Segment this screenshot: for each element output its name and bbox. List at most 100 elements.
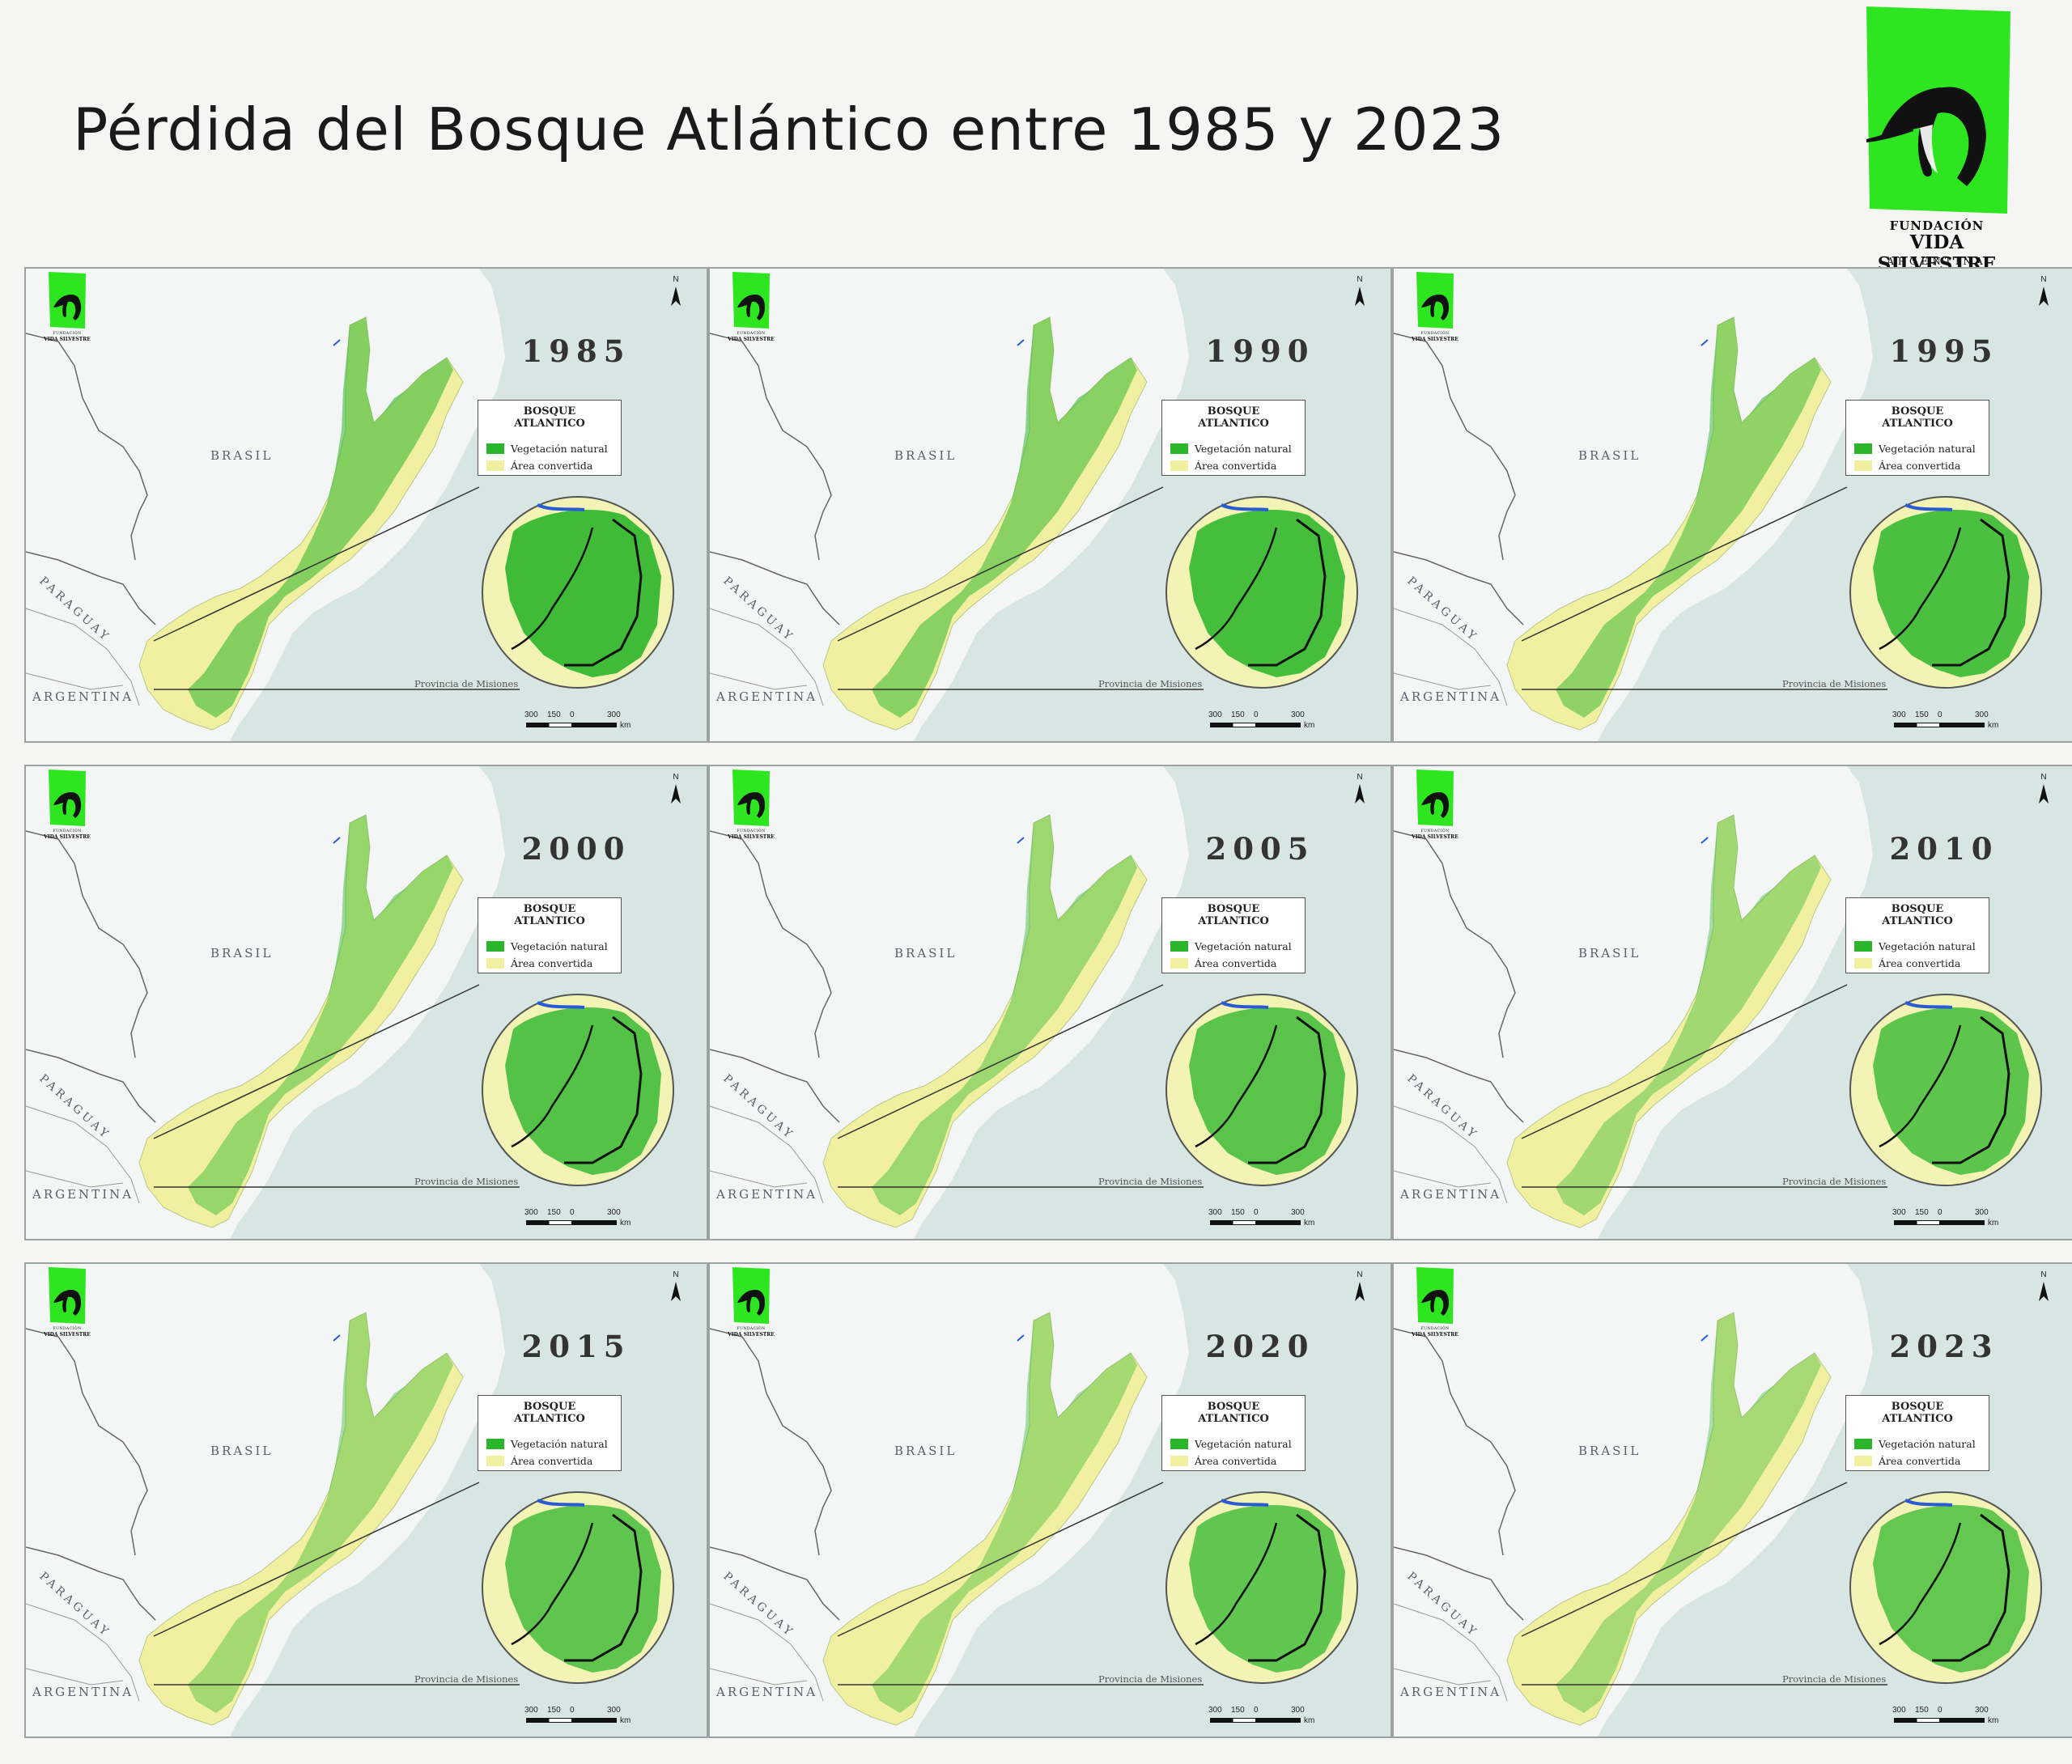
north-arrow-icon: N <box>1355 773 1365 804</box>
legend-row-natural: Vegetación natural <box>486 443 608 455</box>
label-argentina: ARGENTINA <box>32 1685 134 1699</box>
scale-value-4: 300 <box>1291 710 1305 719</box>
panel-logo-line-2: VIDA SILVESTRE <box>728 834 775 840</box>
scale-value-4: 300 <box>1975 710 1989 719</box>
scale-value-3: 0 <box>1938 1706 1942 1715</box>
scale-value-3: 0 <box>570 1208 575 1217</box>
panel-logo-line-1: FUNDACIÓN <box>1420 332 1450 336</box>
scale-unit: km <box>1988 721 1999 730</box>
anteater-icon <box>1416 272 1454 329</box>
north-arrow-icon: N <box>1355 275 1365 306</box>
scale-value-4: 300 <box>1291 1208 1305 1217</box>
north-arrow-icon: N <box>2039 773 2049 804</box>
legend-title-line-2: ATLANTICO <box>1882 915 1953 927</box>
scale-value-3: 0 <box>1254 1208 1259 1217</box>
label-inset: Provincia de Misiones <box>1782 678 1887 689</box>
panel-logo-line-2: VIDA SILVESTRE <box>44 1332 91 1338</box>
scale-unit: km <box>1988 1716 1999 1725</box>
panel-logo-line-2: VIDA SILVESTRE <box>728 1332 775 1338</box>
panel-logo-line-2: VIDA SILVESTRE <box>1412 337 1458 342</box>
scale-value-2: 150 <box>1915 1208 1929 1217</box>
label-argentina: ARGENTINA <box>716 1187 818 1202</box>
panel-logo-line-1: FUNDACIÓN <box>1420 829 1450 833</box>
north-label: N <box>673 275 678 284</box>
north-label: N <box>2040 1270 2046 1279</box>
label-brasil: BRASIL <box>210 946 274 960</box>
legend-row-converted: Área convertida <box>1170 460 1276 472</box>
scale-value-1: 300 <box>524 1706 538 1715</box>
scale-unit: km <box>1304 721 1315 730</box>
panel-logo: FUNDACIÓN VIDA SILVESTRE <box>42 1267 91 1340</box>
map-graphic <box>26 766 707 1239</box>
legend-row-converted: Área convertida <box>1854 460 1960 472</box>
legend-swatch-converted <box>1854 460 1872 471</box>
label-brasil: BRASIL <box>210 448 274 463</box>
map-graphic <box>1394 766 2072 1239</box>
map-graphic <box>1394 1264 2072 1736</box>
legend-title: BOSQUE ATLANTICO <box>478 1401 621 1425</box>
legend-title-line-1: BOSQUE <box>1207 1401 1260 1413</box>
label-brasil: BRASIL <box>210 1444 274 1458</box>
scale-bar: 300 150 0 300 km <box>524 1706 639 1736</box>
legend-label-converted: Área convertida <box>1195 460 1277 472</box>
panel-year: 2000 <box>521 831 631 867</box>
scale-value-2: 150 <box>1231 1208 1245 1217</box>
map-legend: BOSQUE ATLANTICO Vegetación natural Área… <box>1161 897 1306 973</box>
legend-label-converted: Área convertida <box>1879 1455 1961 1467</box>
legend-title-line-2: ATLANTICO <box>514 1413 585 1425</box>
legend-swatch-natural <box>1854 443 1872 454</box>
panel-year: 2020 <box>1205 1329 1315 1364</box>
scale-value-2: 150 <box>547 1706 561 1715</box>
anteater-icon <box>732 770 770 826</box>
legend-title: BOSQUE ATLANTICO <box>1162 903 1305 927</box>
legend-title-line-2: ATLANTICO <box>514 418 585 430</box>
label-argentina: ARGENTINA <box>1400 689 1502 704</box>
legend-swatch-natural <box>1854 941 1872 952</box>
panel-logo: FUNDACIÓN VIDA SILVESTRE <box>42 272 91 345</box>
north-arrow-icon: N <box>671 773 681 804</box>
legend-swatch-converted <box>486 460 504 471</box>
label-argentina: ARGENTINA <box>1400 1685 1502 1699</box>
anteater-icon <box>49 1267 86 1324</box>
legend-label-converted: Área convertida <box>511 957 593 969</box>
legend-swatch-converted <box>1854 1456 1872 1466</box>
legend-row-natural: Vegetación natural <box>486 1438 608 1450</box>
label-argentina: ARGENTINA <box>32 1187 134 1202</box>
scale-value-1: 300 <box>1208 1208 1222 1217</box>
legend-row-converted: Área convertida <box>1854 1455 1960 1467</box>
legend-title: BOSQUE ATLANTICO <box>1846 405 1989 430</box>
label-brasil: BRASIL <box>1578 1444 1641 1458</box>
scale-unit: km <box>620 1716 631 1725</box>
legend-row-converted: Área convertida <box>486 1455 592 1467</box>
map-legend: BOSQUE ATLANTICO Vegetación natural Área… <box>1845 1395 1989 1471</box>
scale-bar-graphic <box>526 723 617 727</box>
map-graphic <box>710 269 1391 741</box>
scale-value-1: 300 <box>1892 1208 1906 1217</box>
legend-title: BOSQUE ATLANTICO <box>1846 1401 1989 1425</box>
map-graphic <box>26 269 707 741</box>
scale-value-4: 300 <box>1291 1706 1305 1715</box>
scale-bar-graphic <box>1894 1220 1985 1225</box>
label-argentina: ARGENTINA <box>32 689 134 704</box>
map-panel-1985: FUNDACIÓN VIDA SILVESTRE N 1985 BOSQUE A… <box>24 267 708 743</box>
label-brasil: BRASIL <box>1578 946 1641 960</box>
map-panel-2020: FUNDACIÓN VIDA SILVESTRE N 2020 BOSQUE A… <box>708 1262 1392 1738</box>
panel-logo-line-1: FUNDACIÓN <box>737 829 766 833</box>
legend-label-converted: Área convertida <box>511 460 593 472</box>
label-argentina: ARGENTINA <box>716 1685 818 1699</box>
scale-value-2: 150 <box>1915 1706 1929 1715</box>
logo-line-3: ARGENTINA <box>1887 256 1987 267</box>
label-inset: Provincia de Misiones <box>1098 1176 1203 1187</box>
map-graphic <box>710 1264 1391 1736</box>
panel-year: 1990 <box>1205 333 1315 369</box>
north-label: N <box>2040 773 2046 782</box>
panel-year: 1985 <box>521 333 631 369</box>
panel-logo: FUNDACIÓN VIDA SILVESTRE <box>1410 272 1458 345</box>
legend-swatch-natural <box>1854 1439 1872 1449</box>
anteater-icon <box>732 1267 770 1324</box>
scale-value-4: 300 <box>1975 1706 1989 1715</box>
legend-title-line-1: BOSQUE <box>523 903 576 915</box>
panel-logo-line-1: FUNDACIÓN <box>1420 1327 1450 1331</box>
map-graphic <box>26 1264 707 1736</box>
legend-label-converted: Área convertida <box>1195 957 1277 969</box>
